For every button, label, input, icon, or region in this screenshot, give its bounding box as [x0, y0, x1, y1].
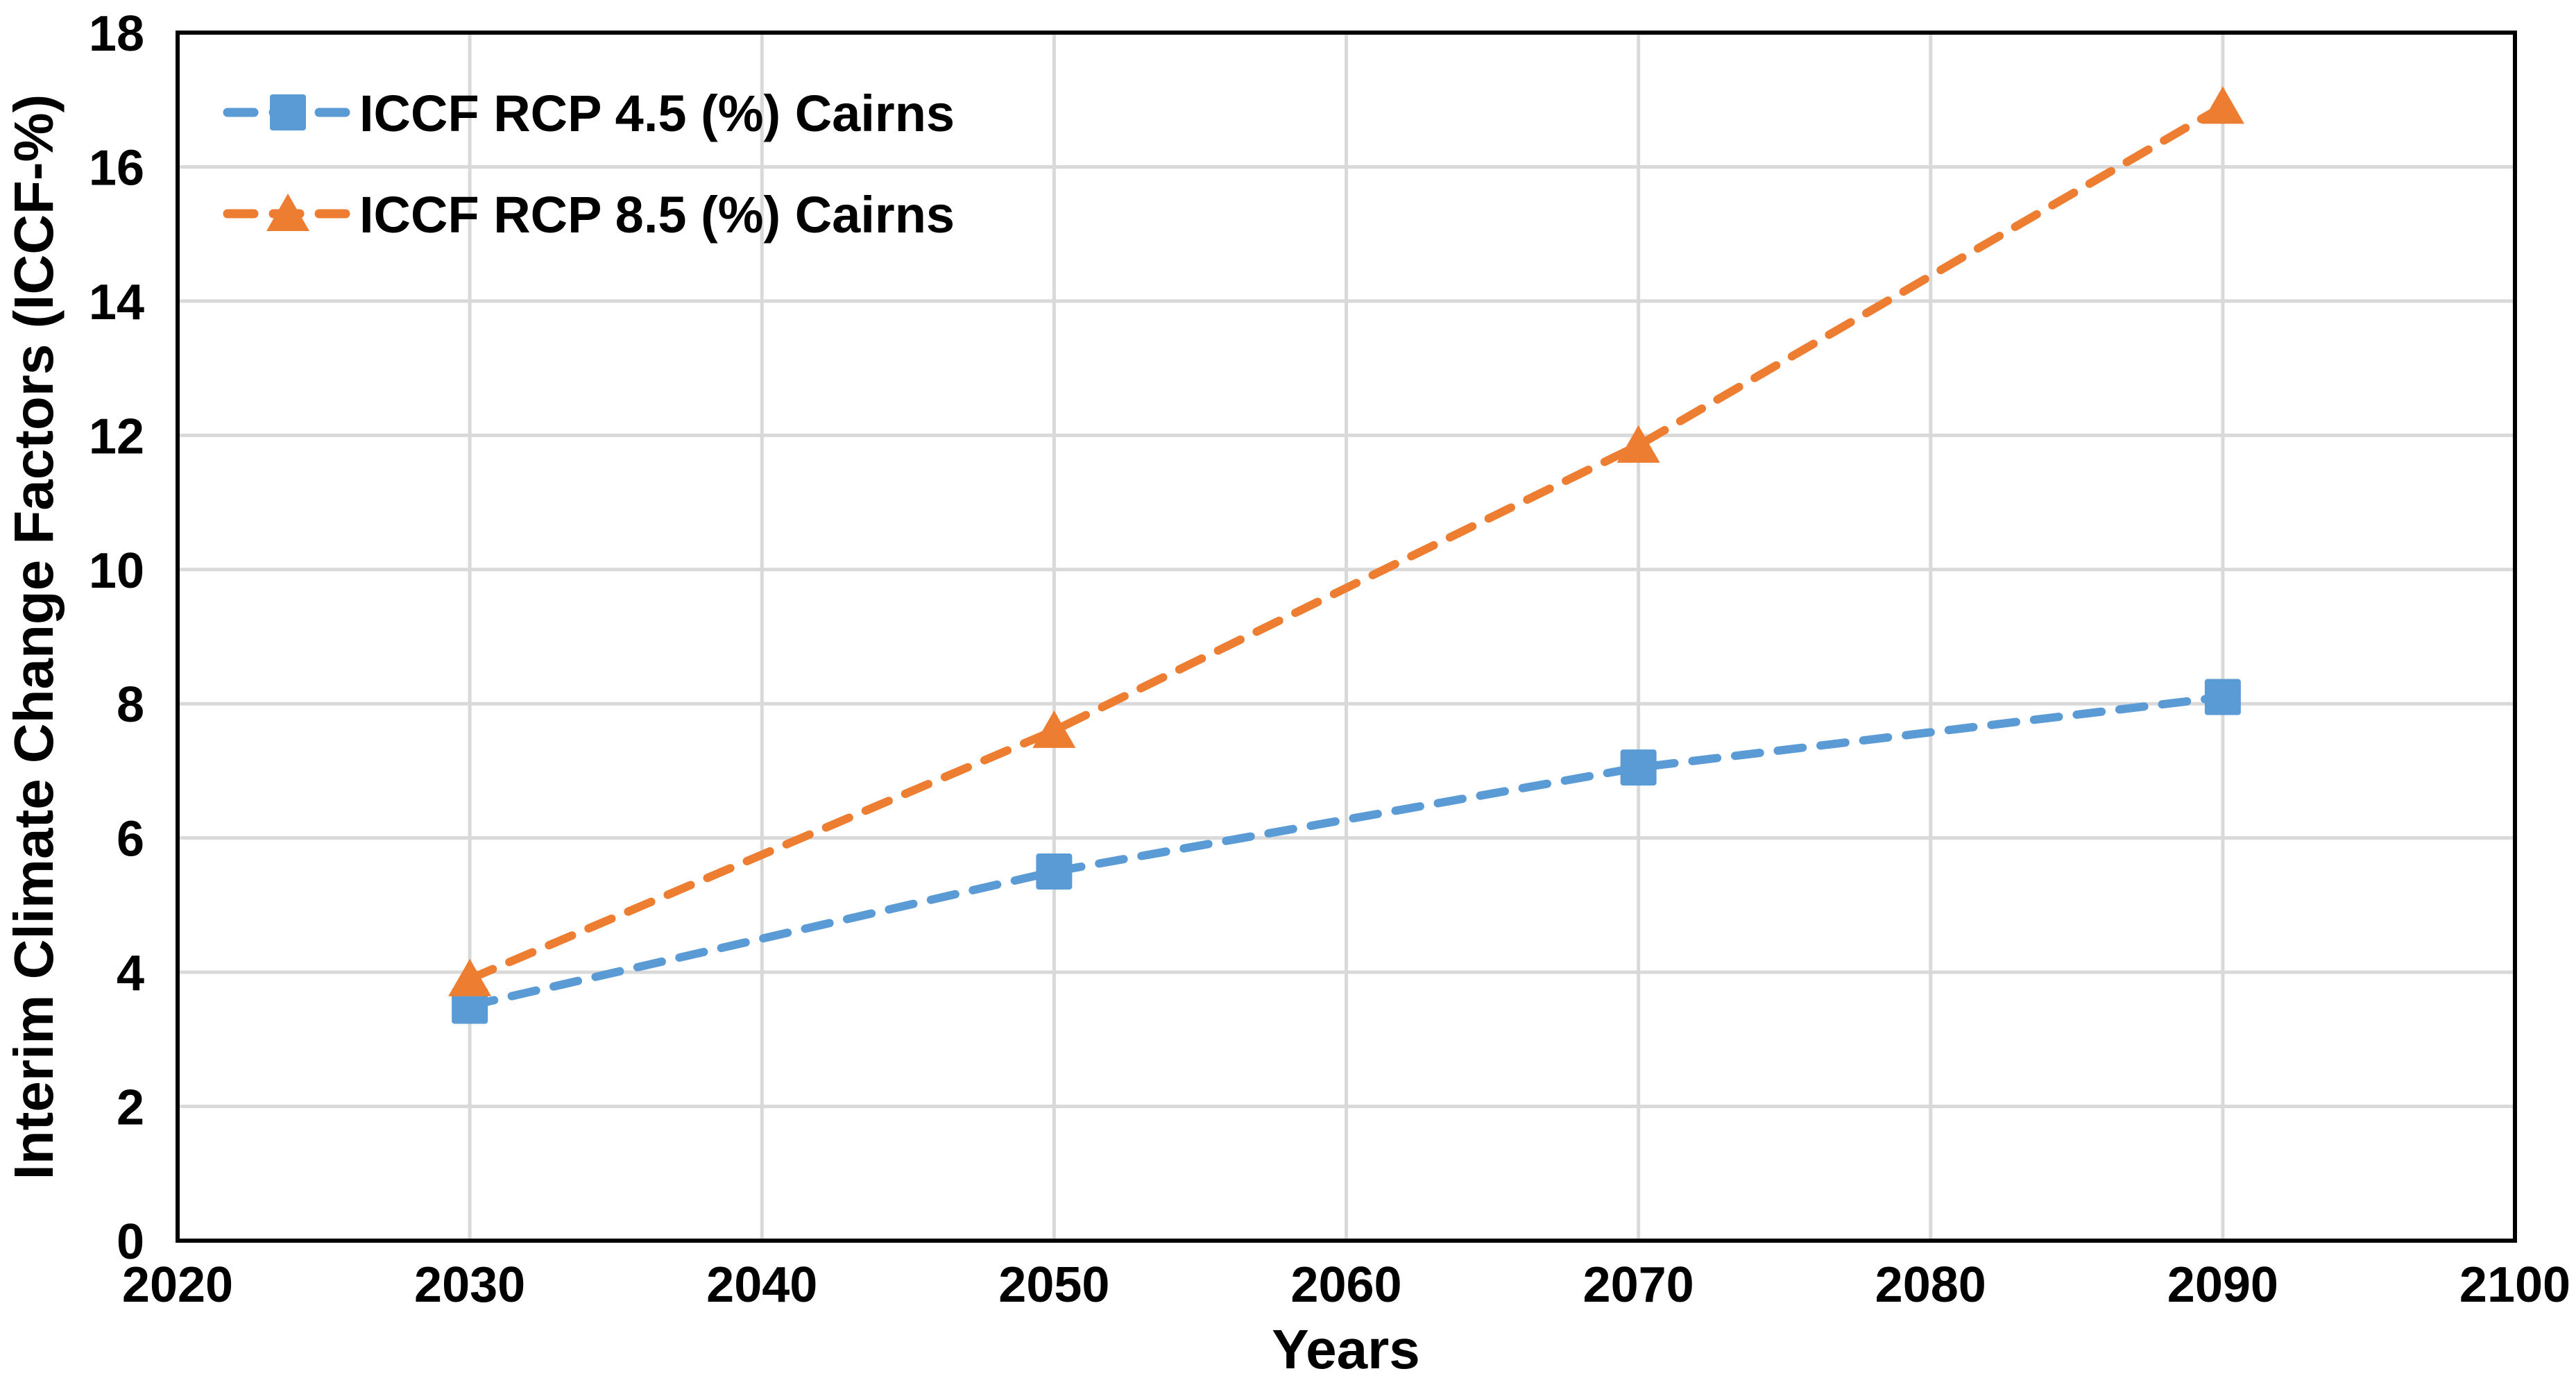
x-tick-label: 2020	[122, 1257, 233, 1313]
series-0-point-0-square-marker	[452, 987, 488, 1024]
x-axis-title: Years	[1272, 1318, 1420, 1380]
legend: ICCF RCP 4.5 (%) Cairns ICCF RCP 8.5 (%) …	[223, 85, 955, 244]
legend-label: ICCF RCP 4.5 (%) Cairns	[359, 85, 955, 142]
legend-label: ICCF RCP 8.5 (%) Cairns	[359, 186, 955, 244]
y-tick-label: 10	[89, 543, 144, 599]
series-0-point-3-square-marker	[2204, 679, 2241, 715]
series-1-point-1-triangle-marker	[1032, 710, 1076, 748]
series-1-point-0-triangle-marker	[448, 958, 492, 996]
y-tick-label: 16	[89, 140, 144, 196]
y-tick-label: 8	[117, 677, 144, 733]
gridlines	[178, 33, 2515, 1241]
series-line-1	[466, 102, 2227, 983]
x-tick-label: 2080	[1875, 1257, 1986, 1313]
x-axis-tick-labels: 2020 2030 2040 2050 2060 2070 2080 2090 2100	[122, 1257, 2570, 1313]
y-tick-label: 4	[117, 946, 144, 1001]
series-0-point-1-square-marker	[1036, 853, 1073, 890]
x-tick-label: 2060	[1290, 1257, 1401, 1313]
x-tick-label: 2040	[706, 1257, 817, 1313]
y-axis-title: Interim Climate Change Factors (ICCF-%)	[3, 94, 65, 1180]
series-line-0	[466, 692, 2227, 1010]
y-axis-tick-labels: 0 2 4 6 8 10 12 14 16 18	[89, 6, 144, 1270]
series-layer	[448, 86, 2244, 1024]
series-0-point-2-square-marker	[1620, 749, 1657, 786]
y-tick-label: 12	[89, 409, 144, 464]
series-1-point-2-triangle-marker	[1617, 425, 1660, 463]
y-tick-label: 14	[89, 275, 144, 330]
x-tick-label: 2100	[2459, 1257, 2570, 1313]
series-1-point-3-triangle-marker	[2201, 86, 2244, 124]
y-tick-label: 6	[117, 812, 144, 867]
legend-item: ICCF RCP 8.5 (%) Cairns	[223, 186, 955, 244]
x-tick-label: 2050	[998, 1257, 1109, 1313]
x-tick-label: 2070	[1583, 1257, 1694, 1313]
legend-triangle-marker	[266, 194, 309, 231]
plot-border	[176, 31, 2517, 1243]
y-tick-label: 0	[117, 1214, 144, 1270]
plot-border-rect	[176, 31, 2517, 1243]
x-tick-label: 2030	[414, 1257, 525, 1313]
x-tick-label: 2090	[2167, 1257, 2278, 1313]
legend-item: ICCF RCP 4.5 (%) Cairns	[223, 85, 955, 142]
y-tick-label: 18	[89, 6, 144, 62]
y-tick-label: 2	[117, 1080, 144, 1136]
legend-square-marker	[270, 94, 306, 130]
